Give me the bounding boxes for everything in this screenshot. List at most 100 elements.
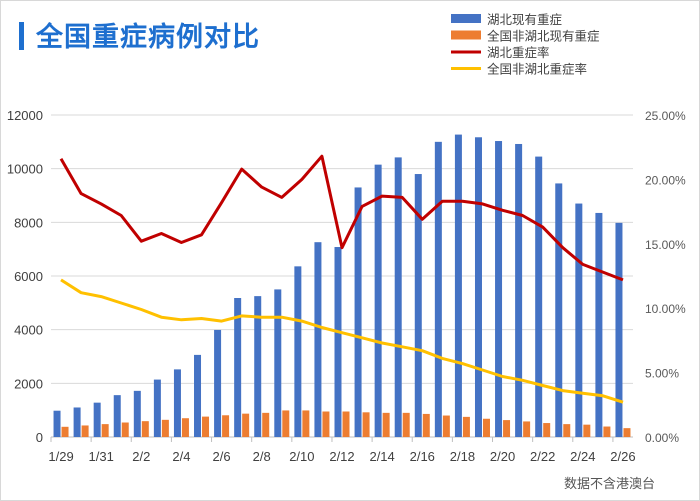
bar-hubei xyxy=(93,402,101,437)
bar-hubei xyxy=(314,242,322,437)
bar-hubei xyxy=(414,174,422,438)
bar-hubei xyxy=(354,187,362,437)
bar-hubei xyxy=(153,379,161,437)
bar-non-hubei xyxy=(603,426,611,437)
x-tick-label: 2/10 xyxy=(289,449,314,464)
x-tick-label: 2/14 xyxy=(369,449,394,464)
bar-hubei xyxy=(374,164,382,437)
legend-label: 湖北重症率 xyxy=(487,45,550,60)
chart-title: 全国重症病例对比 xyxy=(36,22,260,53)
bar-non-hubei xyxy=(302,410,310,437)
bar-hubei xyxy=(254,296,262,437)
bar-hubei xyxy=(454,134,462,438)
y-right-tick-label: 0.00% xyxy=(645,431,679,445)
x-tick-label: 2/24 xyxy=(570,449,595,464)
x-tick-label: 1/29 xyxy=(48,449,73,464)
bar-non-hubei xyxy=(322,411,330,437)
bar-non-hubei xyxy=(342,411,350,437)
x-tick-label: 2/20 xyxy=(490,449,515,464)
bar-non-hubei xyxy=(262,412,270,437)
bar-hubei xyxy=(274,289,282,437)
bar-hubei xyxy=(555,183,563,437)
x-tick-label: 2/16 xyxy=(410,449,435,464)
bar-non-hubei xyxy=(583,424,591,437)
chart-title-block: 全国重症病例对比 xyxy=(19,15,260,54)
bar-non-hubei xyxy=(543,423,551,437)
bar-non-hubei xyxy=(563,424,571,437)
bar-non-hubei xyxy=(623,428,631,437)
bar-non-hubei xyxy=(101,424,109,437)
bar-hubei xyxy=(575,203,583,437)
bar-hubei xyxy=(515,143,523,438)
y-right-tick-label: 5.00% xyxy=(645,367,679,381)
line-hubei-rate xyxy=(59,154,624,282)
y-left-tick-label: 12000 xyxy=(7,108,43,123)
bar-non-hubei xyxy=(121,422,129,437)
bar-non-hubei xyxy=(462,416,470,437)
footnote: 数据不含港澳台 xyxy=(563,477,655,492)
x-tick-label: 2/18 xyxy=(450,449,475,464)
legend-swatch xyxy=(451,14,481,23)
bar-non-hubei xyxy=(81,425,89,437)
bar-non-hubei xyxy=(482,418,490,437)
bar-non-hubei xyxy=(422,413,430,437)
x-tick-label: 2/2 xyxy=(132,449,150,464)
bar-hubei xyxy=(214,329,222,437)
x-tick-label: 2/4 xyxy=(172,449,190,464)
bar-hubei xyxy=(173,369,181,437)
title-accent-bar xyxy=(19,22,24,50)
bar-hubei xyxy=(133,390,141,437)
bar-non-hubei xyxy=(442,415,450,437)
legend-swatch xyxy=(451,30,481,40)
x-tick-label: 2/12 xyxy=(329,449,354,464)
bar-hubei xyxy=(394,157,402,437)
bar-non-hubei xyxy=(141,421,149,437)
x-tick-label: 2/22 xyxy=(530,449,555,464)
bar-hubei xyxy=(495,141,503,438)
y-left-tick-label: 2000 xyxy=(14,376,43,391)
y-left-tick-label: 0 xyxy=(36,430,43,445)
bar-hubei xyxy=(595,212,603,437)
y-left-tick-label: 10000 xyxy=(7,162,43,177)
bar-non-hubei xyxy=(282,410,290,437)
bar-hubei xyxy=(535,156,543,437)
x-tick-label: 2/6 xyxy=(213,449,231,464)
legend-label: 湖北现有重症 xyxy=(487,12,562,27)
bar-hubei xyxy=(234,298,242,437)
y-right-tick-label: 20.00% xyxy=(645,173,686,187)
bar-hubei xyxy=(53,410,61,437)
bar-non-hubei xyxy=(503,420,511,437)
bar-non-hubei xyxy=(242,413,250,437)
y-right-tick-label: 10.00% xyxy=(645,302,686,316)
legend-label: 全国非湖北重症率 xyxy=(487,62,587,77)
bar-non-hubei xyxy=(181,418,189,437)
x-tick-label: 2/8 xyxy=(253,449,271,464)
bar-hubei xyxy=(113,395,121,437)
x-tick-label: 2/26 xyxy=(610,449,635,464)
bar-hubei xyxy=(474,137,482,437)
y-left-tick-label: 8000 xyxy=(14,215,43,230)
bar-hubei xyxy=(434,141,442,438)
y-right-tick-label: 25.00% xyxy=(645,109,686,123)
y-right-tick-label: 15.00% xyxy=(645,238,686,252)
y-left-tick-label: 4000 xyxy=(14,323,43,338)
bar-non-hubei xyxy=(402,412,410,437)
bar-hubei xyxy=(194,354,202,437)
y-left-tick-label: 6000 xyxy=(14,269,43,284)
bar-hubei xyxy=(73,407,81,437)
x-tick-label: 1/31 xyxy=(89,449,114,464)
bar-non-hubei xyxy=(222,415,230,437)
bar-non-hubei xyxy=(382,412,390,437)
bar-non-hubei xyxy=(523,421,531,437)
bar-non-hubei xyxy=(202,416,210,437)
bar-non-hubei xyxy=(161,419,169,437)
bar-hubei xyxy=(615,222,623,437)
bar-hubei xyxy=(294,266,302,437)
bar-non-hubei xyxy=(362,412,370,437)
bar-hubei xyxy=(334,247,342,437)
legend-label: 全国非湖北现有重症 xyxy=(487,29,600,44)
line-non-hubei-rate xyxy=(60,278,624,404)
bar-non-hubei xyxy=(61,426,69,437)
